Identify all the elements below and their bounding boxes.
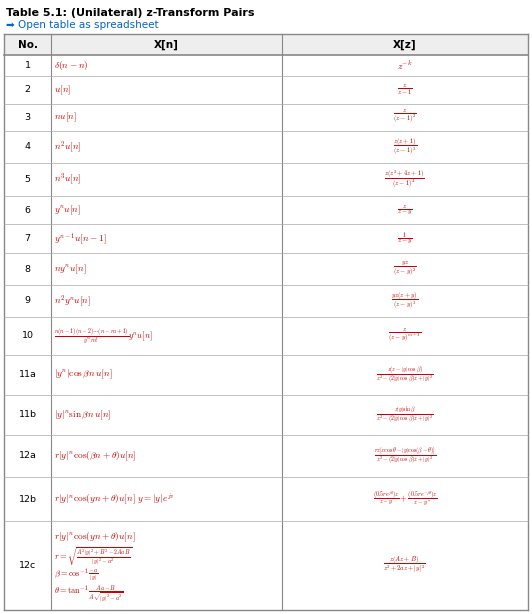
Text: $r|y|^n\cos(yn+\theta)u[n]$: $r|y|^n\cos(yn+\theta)u[n]$: [54, 531, 136, 545]
Text: 5: 5: [24, 175, 30, 184]
Text: $n^2u[n]$: $n^2u[n]$: [54, 139, 81, 155]
Text: $\frac{yz}{(z-y)^2}$: $\frac{yz}{(z-y)^2}$: [393, 260, 417, 279]
Text: $\frac{yz(z+y)}{(z-y)^3}$: $\frac{yz(z+y)}{(z-y)^3}$: [391, 290, 419, 312]
Text: No.: No.: [18, 39, 38, 50]
Text: $\frac{1}{z-y}$: $\frac{1}{z-y}$: [397, 231, 413, 247]
Bar: [4, 34, 528, 55]
Text: $\frac{z}{(z-y)^{m+1}}$: $\frac{z}{(z-y)^{m+1}}$: [388, 327, 421, 345]
Text: $\frac{n(n-1)(n-2)\cdots(n-m+1)}{y^mm!}y^nu[n]$: $\frac{n(n-1)(n-2)\cdots(n-m+1)}{y^mm!}y…: [54, 327, 153, 344]
Text: 11b: 11b: [19, 410, 37, 419]
Text: 10: 10: [22, 331, 34, 340]
Text: $\frac{z(Az+B)}{z^2+2az+|y|^2}$: $\frac{z(Az+B)}{z^2+2az+|y|^2}$: [384, 555, 426, 577]
Text: $\frac{z(z-|y|\cos\beta)}{z^2-(2|y|\cos\beta)z+|y|^2}$: $\frac{z(z-|y|\cos\beta)}{z^2-(2|y|\cos\…: [376, 364, 434, 385]
Text: $r|y|^n\cos(\beta n+\theta)u[n]$: $r|y|^n\cos(\beta n+\theta)u[n]$: [54, 449, 137, 463]
Text: X[z]: X[z]: [393, 39, 417, 50]
Text: $\delta(n-n)$: $\delta(n-n)$: [54, 59, 89, 72]
Text: $\frac{z|y|\sin\beta}{z^2-(2|y|\cos\beta)z+|y|^2}$: $\frac{z|y|\sin\beta}{z^2-(2|y|\cos\beta…: [376, 404, 434, 426]
Text: 12a: 12a: [19, 451, 37, 460]
Text: X[n]: X[n]: [154, 39, 179, 50]
Text: $r=\sqrt{\frac{A^2|y|^2+B^2-2AaB}{|y|^2-a^2}}$: $r=\sqrt{\frac{A^2|y|^2+B^2-2AaB}{|y|^2-…: [54, 545, 132, 567]
Text: $ny^nu[n]$: $ny^nu[n]$: [54, 263, 87, 276]
Text: $z^{-k}$: $z^{-k}$: [397, 60, 413, 72]
Text: $\frac{z}{z-y}$: $\frac{z}{z-y}$: [397, 203, 413, 217]
Text: 11a: 11a: [19, 370, 37, 379]
Text: 12c: 12c: [19, 561, 36, 570]
Text: $n^3u[n]$: $n^3u[n]$: [54, 172, 81, 187]
Text: $\frac{z(z^2+4z+1)}{(z-1)^4}$: $\frac{z(z^2+4z+1)}{(z-1)^4}$: [384, 169, 426, 190]
Text: 12b: 12b: [19, 495, 37, 503]
Text: 7: 7: [24, 234, 30, 243]
Text: 9: 9: [24, 297, 30, 305]
Text: $nu[n]$: $nu[n]$: [54, 111, 77, 124]
Text: $y^{n-1}u[n-1]$: $y^{n-1}u[n-1]$: [54, 231, 107, 247]
Text: $r|y|^n\cos(yn+\theta)u[n]\;y=|y|e^{jv}$: $r|y|^n\cos(yn+\theta)u[n]\;y=|y|e^{jv}$: [54, 491, 175, 507]
Text: 4: 4: [24, 142, 30, 152]
Text: $\frac{(0.5re^{j\theta})z}{z-y}+\frac{(0.5re^{-j\theta})z}{z-y^*}$: $\frac{(0.5re^{j\theta})z}{z-y}+\frac{(0…: [372, 490, 437, 508]
Text: $\theta=\tan^{-1}\frac{Aa-B}{A\sqrt{|y|^2-a^2}}$: $\theta=\tan^{-1}\frac{Aa-B}{A\sqrt{|y|^…: [54, 583, 124, 604]
Text: 1: 1: [24, 61, 30, 70]
Text: $|y^n|\cos\beta n\,u[n]$: $|y^n|\cos\beta n\,u[n]$: [54, 368, 113, 381]
Text: $\frac{z(z+1)}{(z-1)^3}$: $\frac{z(z+1)}{(z-1)^3}$: [393, 136, 417, 158]
Text: $|y|^n\sin\beta n\,u[n]$: $|y|^n\sin\beta n\,u[n]$: [54, 408, 112, 421]
Text: $\beta=\cos^{-1}\frac{-a}{|y|}$: $\beta=\cos^{-1}\frac{-a}{|y|}$: [54, 567, 98, 583]
Text: $u[n]$: $u[n]$: [54, 84, 71, 96]
Text: $\frac{rz[z\cos\theta-|y|\cos(\beta-\theta)]}{z^2-(2|y|\cos\beta)z+|y|^2}$: $\frac{rz[z\cos\theta-|y|\cos(\beta-\the…: [373, 446, 436, 467]
Text: $\frac{z}{(z-1)^2}$: $\frac{z}{(z-1)^2}$: [393, 108, 417, 126]
Text: Table 5.1: (Unilateral) z-Transform Pairs: Table 5.1: (Unilateral) z-Transform Pair…: [6, 8, 254, 18]
Text: $\frac{z}{z-1}$: $\frac{z}{z-1}$: [397, 83, 413, 97]
Text: ➡ Open table as spreadsheet: ➡ Open table as spreadsheet: [6, 20, 159, 30]
Text: $n^2y^nu[n]$: $n^2y^nu[n]$: [54, 293, 91, 309]
Text: 6: 6: [24, 206, 30, 215]
Text: 3: 3: [24, 113, 31, 122]
Text: 8: 8: [24, 265, 30, 274]
Text: 2: 2: [24, 85, 30, 95]
Text: $y^nu[n]$: $y^nu[n]$: [54, 203, 81, 217]
